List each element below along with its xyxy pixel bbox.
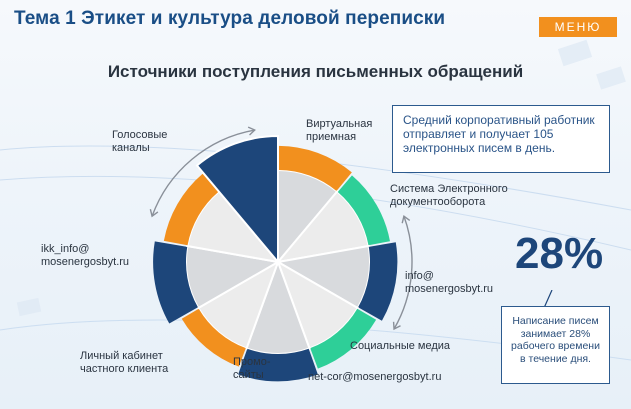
chart-label-line: документооборота (390, 196, 486, 208)
chart-label-line: Личный кабинет (80, 350, 163, 362)
chart-label-line: Социальные медиа (350, 340, 451, 352)
chart-label-line: ikk_info@ (41, 243, 90, 255)
stat-caption: Написание писем занимает 28% рабочего вр… (511, 315, 600, 365)
pie-band (238, 348, 318, 382)
arrow-head (149, 208, 159, 218)
annotation-arrow (151, 129, 255, 217)
arrow-head (392, 321, 401, 331)
chart-label-line: сайты (233, 369, 264, 381)
chart-label-2: info@ mosenergosbyt.ru (405, 270, 493, 296)
pie-slice (185, 244, 281, 310)
pie-band (310, 308, 377, 369)
chart-label-6: Личный кабинет частного клиента (80, 350, 168, 376)
chart-label-line: каналы (112, 142, 150, 154)
pie-band (181, 308, 246, 367)
pie-slice (195, 134, 279, 265)
chart-label-0: Виртуальная приемная (306, 118, 372, 144)
chart-label-line: приемная (306, 131, 357, 143)
pie-band (337, 175, 390, 246)
arrow-head (247, 126, 256, 136)
pie-slice (196, 259, 280, 350)
stat-caption-box: Написание писем занимает 28% рабочего вр… (501, 306, 610, 384)
chart-label-5: Промо-сайты (233, 356, 271, 382)
annotation-arrow (393, 215, 413, 330)
pie-band (358, 242, 398, 321)
chart-label-line: net-cor@mosenergosbyt.ru (308, 371, 442, 383)
chart-label-line: Система Электронного (390, 183, 508, 195)
chart-label-line: mosenergosbyt.ru (405, 283, 494, 295)
chart-label-line: info@ (405, 270, 434, 282)
chart-label-8: Голосовые каналы (112, 129, 167, 155)
pie-band (278, 145, 352, 192)
stat-value: 28% (515, 229, 604, 278)
pie-slice (245, 259, 311, 355)
chart-label-line: Виртуальная (306, 118, 373, 130)
chart-label-1: Система Электронного документооборота (390, 183, 508, 209)
arrow-head (401, 214, 411, 224)
chart-label-4: net-cor@mosenergosbyt.ru (308, 371, 441, 384)
pie-band (153, 241, 198, 324)
pie-slice (275, 190, 370, 264)
menu-button[interactable]: МЕНЮ (539, 17, 617, 37)
chart-title: Источники поступления письменных обращен… (107, 62, 524, 81)
chart-label-line: Голосовые (112, 129, 168, 141)
pie-slice (186, 190, 281, 264)
chart-label-line: mosenergosbyt.ru (41, 256, 130, 268)
pointer-line (543, 290, 553, 309)
chart-label-7: ikk_info@ mosenergosbyt.ru (41, 243, 129, 269)
chart-label-3: Социальные медиа (350, 340, 450, 353)
pie-slice (277, 168, 339, 265)
pie-slice (275, 244, 371, 310)
pie-slice (276, 259, 360, 350)
chart-label-line: Промо- (233, 356, 271, 368)
slide-title: Тема 1 Этикет и культура деловой перепис… (14, 8, 446, 29)
pie-band (163, 173, 219, 246)
chart-label-line: частного клиента (80, 363, 169, 375)
info-callout: Средний корпоративный работник отправляе… (392, 105, 610, 173)
info-text: Средний корпоративный работник отправляе… (403, 113, 595, 155)
